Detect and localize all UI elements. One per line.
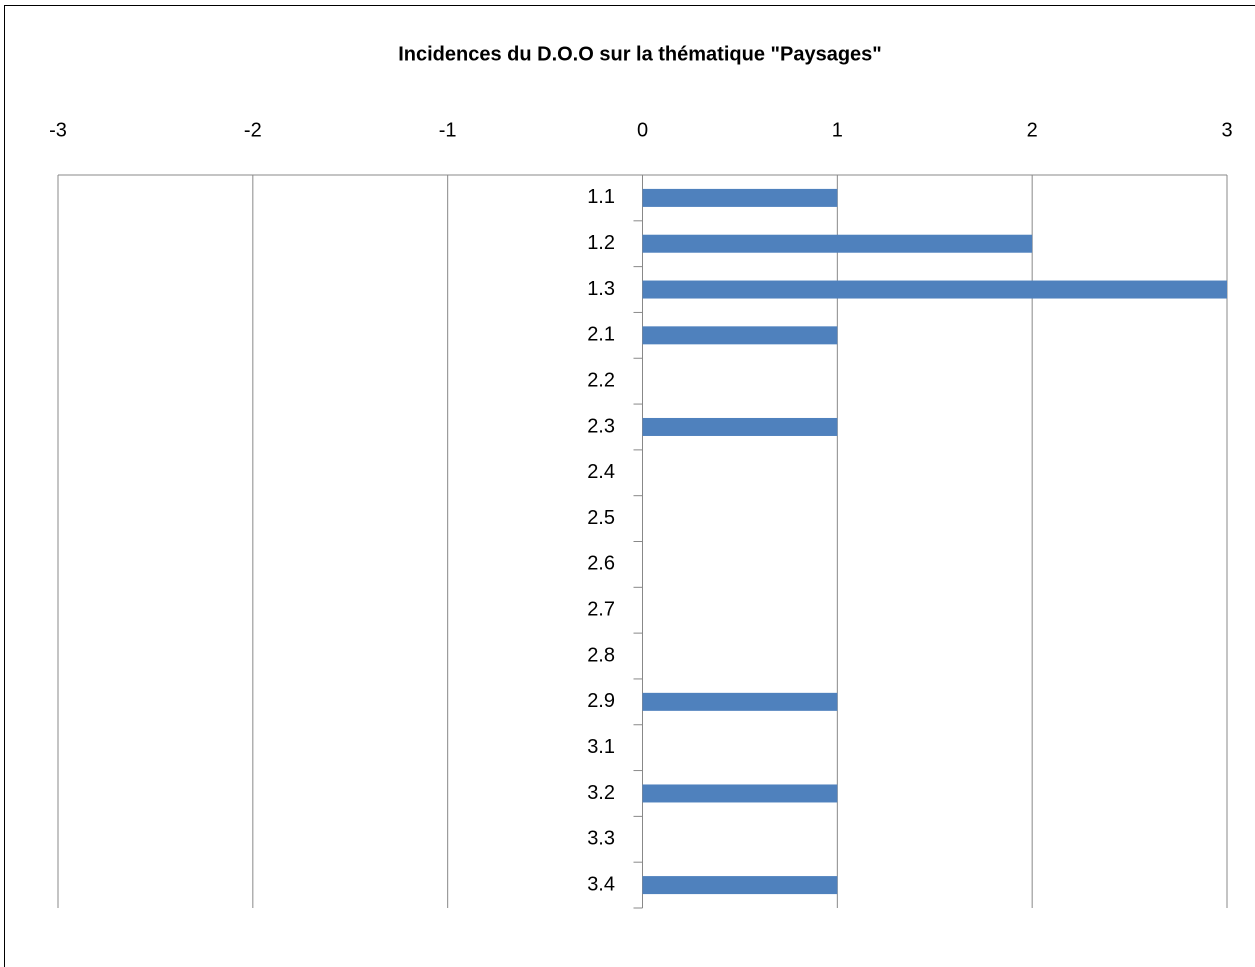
bar [642, 280, 1227, 299]
y-tick-label: 2.3 [587, 415, 615, 437]
y-tick-label: 2.5 [587, 507, 615, 529]
bar [642, 692, 838, 711]
bar [642, 188, 838, 207]
bar [642, 876, 838, 895]
y-tick-label: 1.1 [587, 186, 615, 208]
x-tick-label: 0 [637, 119, 648, 141]
chart-title: Incidences du D.O.O sur la thématique "P… [398, 43, 882, 65]
bar [642, 417, 838, 436]
y-tick-label: 2.6 [587, 553, 615, 575]
y-tick-label: 1.2 [587, 232, 615, 254]
chart-frame [4, 5, 1255, 967]
y-tick-label: 2.4 [587, 461, 615, 483]
y-tick-label: 2.8 [587, 644, 615, 666]
y-tick-label: 2.9 [587, 690, 615, 712]
bar [642, 326, 838, 345]
y-tick-label: 2.1 [587, 324, 615, 346]
y-tick-label: 2.7 [587, 599, 615, 621]
x-tick-label: -1 [439, 119, 457, 141]
y-tick-label: 1.3 [587, 278, 615, 300]
y-tick-label: 3.2 [587, 782, 615, 804]
y-tick-label: 3.3 [587, 828, 615, 850]
x-tick-label: -2 [244, 119, 262, 141]
x-tick-label: -3 [49, 119, 67, 141]
y-tick-label: 2.2 [587, 369, 615, 391]
bar [642, 234, 1033, 253]
y-tick-label: 3.4 [587, 873, 615, 895]
x-tick-label: 1 [832, 119, 843, 141]
x-tick-label: 2 [1027, 119, 1038, 141]
x-tick-label: 3 [1221, 119, 1232, 141]
y-tick-label: 3.1 [587, 736, 615, 758]
bar [642, 784, 838, 803]
